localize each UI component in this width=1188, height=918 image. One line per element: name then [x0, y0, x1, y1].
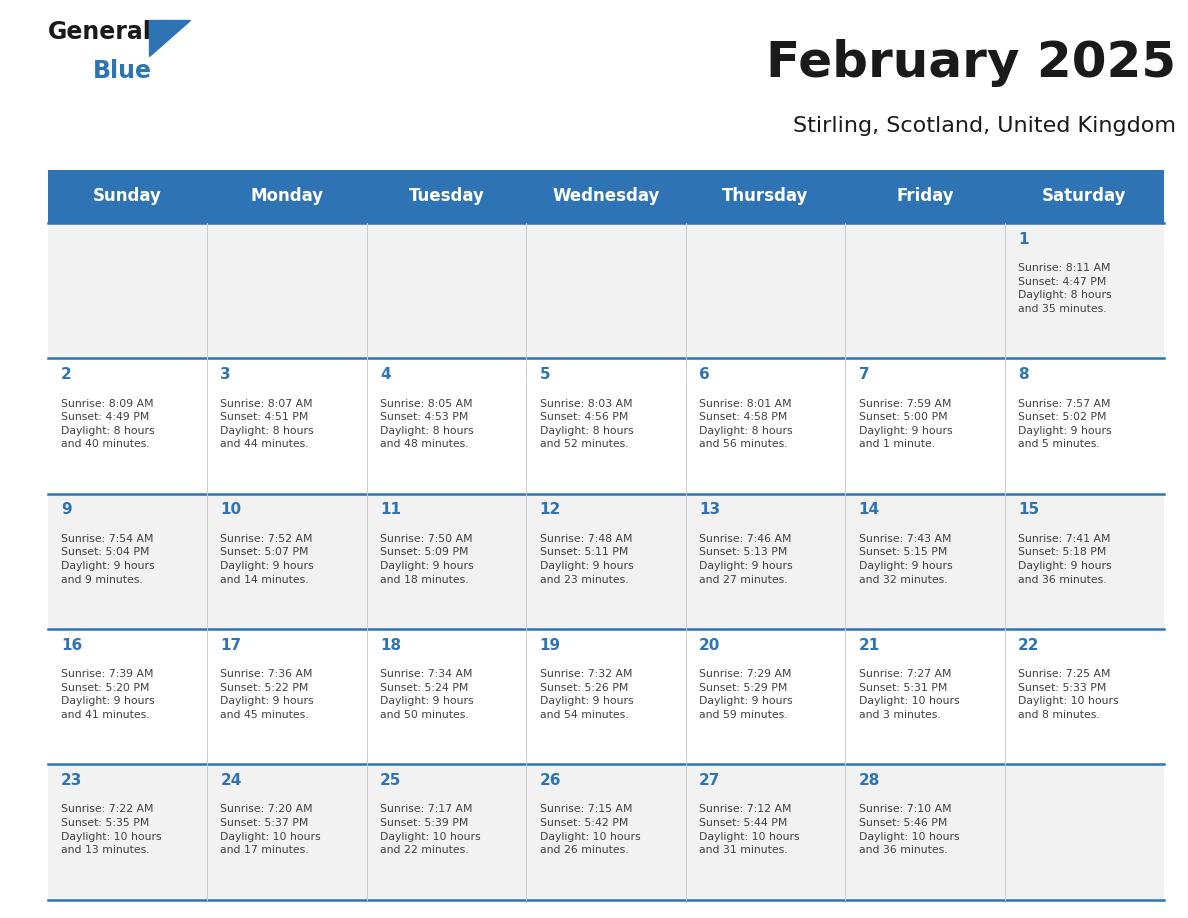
Text: Sunrise: 8:09 AM
Sunset: 4:49 PM
Daylight: 8 hours
and 40 minutes.: Sunrise: 8:09 AM Sunset: 4:49 PM Dayligh… — [61, 398, 154, 449]
Text: 23: 23 — [61, 773, 82, 788]
Text: Sunrise: 7:15 AM
Sunset: 5:42 PM
Daylight: 10 hours
and 26 minutes.: Sunrise: 7:15 AM Sunset: 5:42 PM Dayligh… — [539, 804, 640, 856]
Text: Sunrise: 7:10 AM
Sunset: 5:46 PM
Daylight: 10 hours
and 36 minutes.: Sunrise: 7:10 AM Sunset: 5:46 PM Dayligh… — [859, 804, 959, 856]
Text: Sunday: Sunday — [93, 187, 162, 206]
Text: 8: 8 — [1018, 367, 1029, 382]
Text: Sunrise: 7:41 AM
Sunset: 5:18 PM
Daylight: 9 hours
and 36 minutes.: Sunrise: 7:41 AM Sunset: 5:18 PM Dayligh… — [1018, 534, 1112, 585]
Text: Stirling, Scotland, United Kingdom: Stirling, Scotland, United Kingdom — [794, 117, 1176, 136]
Bar — [48, 223, 1164, 358]
Text: 5: 5 — [539, 367, 550, 382]
Text: Sunrise: 7:20 AM
Sunset: 5:37 PM
Daylight: 10 hours
and 17 minutes.: Sunrise: 7:20 AM Sunset: 5:37 PM Dayligh… — [221, 804, 321, 856]
Text: Sunrise: 7:17 AM
Sunset: 5:39 PM
Daylight: 10 hours
and 22 minutes.: Sunrise: 7:17 AM Sunset: 5:39 PM Dayligh… — [380, 804, 481, 856]
Text: 17: 17 — [221, 638, 241, 653]
Text: 13: 13 — [699, 502, 720, 518]
Text: Sunrise: 7:52 AM
Sunset: 5:07 PM
Daylight: 9 hours
and 14 minutes.: Sunrise: 7:52 AM Sunset: 5:07 PM Dayligh… — [221, 534, 314, 585]
Text: Sunrise: 7:57 AM
Sunset: 5:02 PM
Daylight: 9 hours
and 5 minutes.: Sunrise: 7:57 AM Sunset: 5:02 PM Dayligh… — [1018, 398, 1112, 449]
Text: Sunrise: 7:39 AM
Sunset: 5:20 PM
Daylight: 9 hours
and 41 minutes.: Sunrise: 7:39 AM Sunset: 5:20 PM Dayligh… — [61, 669, 154, 720]
Text: 28: 28 — [859, 773, 880, 788]
Text: 11: 11 — [380, 502, 402, 518]
Text: 1: 1 — [1018, 232, 1029, 247]
Text: 15: 15 — [1018, 502, 1040, 518]
Bar — [48, 170, 1164, 223]
Text: 14: 14 — [859, 502, 879, 518]
Bar — [48, 358, 1164, 494]
Text: Sunrise: 8:03 AM
Sunset: 4:56 PM
Daylight: 8 hours
and 52 minutes.: Sunrise: 8:03 AM Sunset: 4:56 PM Dayligh… — [539, 398, 633, 449]
Text: 20: 20 — [699, 638, 720, 653]
Text: Sunrise: 8:07 AM
Sunset: 4:51 PM
Daylight: 8 hours
and 44 minutes.: Sunrise: 8:07 AM Sunset: 4:51 PM Dayligh… — [221, 398, 314, 449]
Text: 4: 4 — [380, 367, 391, 382]
Text: Sunrise: 7:29 AM
Sunset: 5:29 PM
Daylight: 9 hours
and 59 minutes.: Sunrise: 7:29 AM Sunset: 5:29 PM Dayligh… — [699, 669, 792, 720]
Text: Sunrise: 8:05 AM
Sunset: 4:53 PM
Daylight: 8 hours
and 48 minutes.: Sunrise: 8:05 AM Sunset: 4:53 PM Dayligh… — [380, 398, 474, 449]
Text: Sunrise: 8:11 AM
Sunset: 4:47 PM
Daylight: 8 hours
and 35 minutes.: Sunrise: 8:11 AM Sunset: 4:47 PM Dayligh… — [1018, 263, 1112, 314]
Bar — [48, 494, 1164, 629]
Text: 3: 3 — [221, 367, 232, 382]
Text: Sunrise: 7:48 AM
Sunset: 5:11 PM
Daylight: 9 hours
and 23 minutes.: Sunrise: 7:48 AM Sunset: 5:11 PM Dayligh… — [539, 534, 633, 585]
Text: Sunrise: 7:59 AM
Sunset: 5:00 PM
Daylight: 9 hours
and 1 minute.: Sunrise: 7:59 AM Sunset: 5:00 PM Dayligh… — [859, 398, 953, 449]
Text: 7: 7 — [859, 367, 870, 382]
Text: Monday: Monday — [251, 187, 323, 206]
Text: 9: 9 — [61, 502, 71, 518]
Text: Saturday: Saturday — [1042, 187, 1126, 206]
Text: 25: 25 — [380, 773, 402, 788]
Text: Sunrise: 8:01 AM
Sunset: 4:58 PM
Daylight: 8 hours
and 56 minutes.: Sunrise: 8:01 AM Sunset: 4:58 PM Dayligh… — [699, 398, 792, 449]
Text: 2: 2 — [61, 367, 71, 382]
Text: Friday: Friday — [896, 187, 954, 206]
Text: 22: 22 — [1018, 638, 1040, 653]
Text: 21: 21 — [859, 638, 880, 653]
Polygon shape — [150, 19, 190, 55]
Text: 10: 10 — [221, 502, 241, 518]
Text: February 2025: February 2025 — [766, 39, 1176, 87]
Text: Thursday: Thursday — [722, 187, 809, 206]
Text: Wednesday: Wednesday — [552, 187, 659, 206]
Text: 26: 26 — [539, 773, 561, 788]
Text: Sunrise: 7:50 AM
Sunset: 5:09 PM
Daylight: 9 hours
and 18 minutes.: Sunrise: 7:50 AM Sunset: 5:09 PM Dayligh… — [380, 534, 474, 585]
Text: Sunrise: 7:36 AM
Sunset: 5:22 PM
Daylight: 9 hours
and 45 minutes.: Sunrise: 7:36 AM Sunset: 5:22 PM Dayligh… — [221, 669, 314, 720]
Text: 19: 19 — [539, 638, 561, 653]
Text: 24: 24 — [221, 773, 242, 788]
Text: Tuesday: Tuesday — [409, 187, 485, 206]
Text: Sunrise: 7:54 AM
Sunset: 5:04 PM
Daylight: 9 hours
and 9 minutes.: Sunrise: 7:54 AM Sunset: 5:04 PM Dayligh… — [61, 534, 154, 585]
Text: Sunrise: 7:27 AM
Sunset: 5:31 PM
Daylight: 10 hours
and 3 minutes.: Sunrise: 7:27 AM Sunset: 5:31 PM Dayligh… — [859, 669, 959, 720]
Text: Sunrise: 7:34 AM
Sunset: 5:24 PM
Daylight: 9 hours
and 50 minutes.: Sunrise: 7:34 AM Sunset: 5:24 PM Dayligh… — [380, 669, 474, 720]
Text: Sunrise: 7:12 AM
Sunset: 5:44 PM
Daylight: 10 hours
and 31 minutes.: Sunrise: 7:12 AM Sunset: 5:44 PM Dayligh… — [699, 804, 800, 856]
Text: Sunrise: 7:32 AM
Sunset: 5:26 PM
Daylight: 9 hours
and 54 minutes.: Sunrise: 7:32 AM Sunset: 5:26 PM Dayligh… — [539, 669, 633, 720]
Text: Sunrise: 7:25 AM
Sunset: 5:33 PM
Daylight: 10 hours
and 8 minutes.: Sunrise: 7:25 AM Sunset: 5:33 PM Dayligh… — [1018, 669, 1119, 720]
Text: Sunrise: 7:46 AM
Sunset: 5:13 PM
Daylight: 9 hours
and 27 minutes.: Sunrise: 7:46 AM Sunset: 5:13 PM Dayligh… — [699, 534, 792, 585]
Bar — [48, 629, 1164, 765]
Text: General: General — [48, 19, 151, 44]
Bar — [48, 765, 1164, 900]
Text: Sunrise: 7:22 AM
Sunset: 5:35 PM
Daylight: 10 hours
and 13 minutes.: Sunrise: 7:22 AM Sunset: 5:35 PM Dayligh… — [61, 804, 162, 856]
Text: Blue: Blue — [93, 59, 152, 84]
Text: 12: 12 — [539, 502, 561, 518]
Text: 27: 27 — [699, 773, 720, 788]
Text: Sunrise: 7:43 AM
Sunset: 5:15 PM
Daylight: 9 hours
and 32 minutes.: Sunrise: 7:43 AM Sunset: 5:15 PM Dayligh… — [859, 534, 953, 585]
Text: 6: 6 — [699, 367, 709, 382]
Text: 18: 18 — [380, 638, 402, 653]
Text: 16: 16 — [61, 638, 82, 653]
